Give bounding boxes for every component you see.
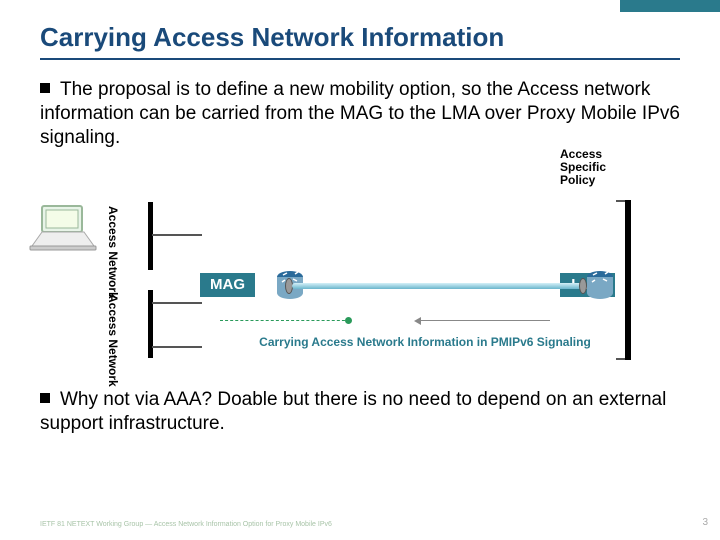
lma-router-icon xyxy=(585,270,615,302)
lma-up-link xyxy=(616,200,625,202)
pmip-tunnel xyxy=(292,283,582,289)
bullet-square-icon xyxy=(40,393,50,403)
bullet-1: The proposal is to define a new mobility… xyxy=(40,78,680,149)
signaling-arrow-left xyxy=(420,320,550,321)
access-network-bar-1 xyxy=(148,202,153,270)
footer-text: IETF 81 NETEXT Working Group — Access Ne… xyxy=(40,521,332,528)
policy-l1: Access xyxy=(560,147,602,161)
access-network-label-1: Access Network xyxy=(106,206,119,299)
policy-l2: Specific xyxy=(560,160,606,174)
bullet-2: Why not via AAA? Doable but there is no … xyxy=(40,388,680,436)
an-mag-link-2b xyxy=(152,346,202,348)
policy-l3: Policy xyxy=(560,173,595,187)
bullet-square-icon xyxy=(40,83,50,93)
bullet-2-text: Why not via AAA? Doable but there is no … xyxy=(40,389,666,434)
bullet-1-text: The proposal is to define a new mobility… xyxy=(40,79,680,148)
mag-box: MAG xyxy=(200,273,255,297)
access-network-label-2: Access Network xyxy=(106,294,119,387)
tunnel-end-right-icon xyxy=(579,278,587,294)
signaling-arrow-right xyxy=(220,320,350,321)
slide-title: Carrying Access Network Information xyxy=(40,22,504,53)
lma-down-link xyxy=(616,358,625,360)
an-mag-link-2a xyxy=(152,302,202,304)
policy-label: Access Specific Policy xyxy=(560,148,606,188)
page-number: 3 xyxy=(702,517,708,528)
laptop-icon xyxy=(28,204,98,254)
header-accent-bar xyxy=(620,0,720,12)
signaling-caption: Carrying Access Network Information in P… xyxy=(220,335,630,349)
title-underline xyxy=(40,58,680,60)
an-mag-link-1 xyxy=(152,234,202,236)
